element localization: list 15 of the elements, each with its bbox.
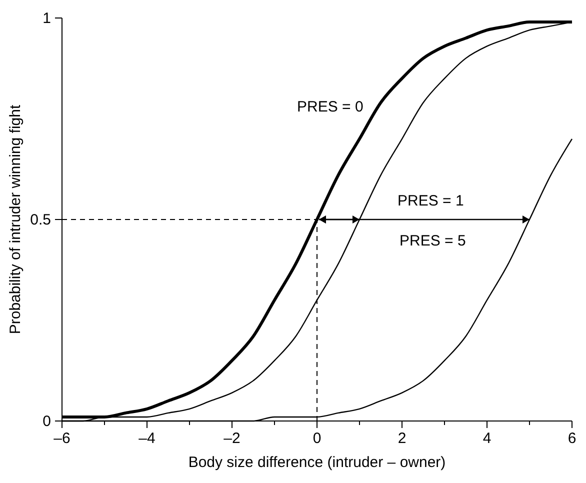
- y-tick-label: 0: [42, 413, 51, 430]
- x-tick-label: 2: [398, 430, 406, 447]
- series-label: PRES = 1: [398, 192, 464, 210]
- x-tick-label: 6: [568, 430, 576, 447]
- y-tick-label: 1: [42, 10, 51, 27]
- x-tick-label: 4: [482, 430, 492, 447]
- text: PRES = 5: [400, 232, 466, 250]
- y-tick-label: 0.5: [30, 212, 51, 228]
- y-axis-title: Probability of intruder winning fight: [7, 104, 24, 334]
- x-axis-title: Body size difference (intruder – owner): [188, 454, 446, 471]
- x-tick-label: –4: [138, 430, 156, 447]
- x-tick-label: 0: [312, 430, 322, 447]
- series-label: PRES = 0: [297, 98, 364, 116]
- x-tick-label: –6: [54, 430, 70, 447]
- x-tick-label: –2: [224, 430, 240, 447]
